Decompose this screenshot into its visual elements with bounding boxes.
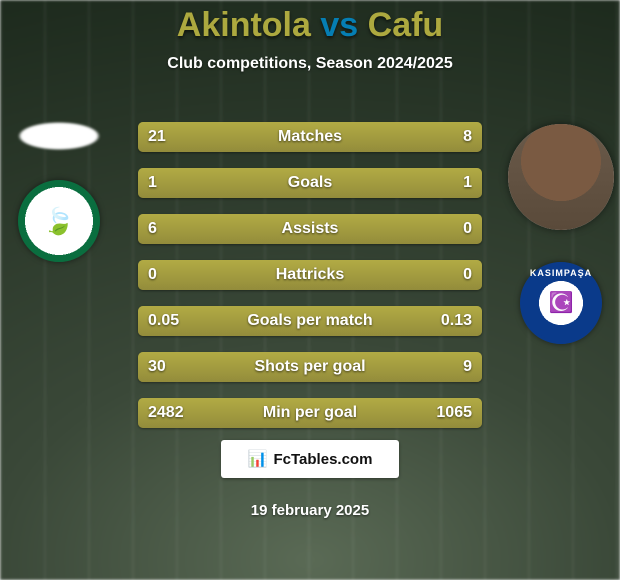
stat-value-left: 6 — [138, 214, 167, 244]
stat-row: Goals1 1 — [138, 168, 482, 198]
stat-row: Goals per match0.050.13 — [138, 306, 482, 336]
stat-value-right: 0 — [453, 214, 482, 244]
leaf-icon: 🍃 — [43, 207, 75, 236]
stat-row: Hattricks0 0 — [138, 260, 482, 290]
footer-brand: 📊 FcTables.com — [221, 440, 399, 478]
stat-value-right: 1065 — [426, 398, 482, 428]
stat-label: Shots per goal — [138, 352, 482, 382]
stat-value-left: 0 — [138, 260, 167, 290]
club-badge-right-inner: KASIMPAŞA ☪️ — [520, 262, 602, 344]
title-player1: Akintola — [177, 6, 311, 44]
stat-row: Min per goal24821065 — [138, 398, 482, 428]
stat-value-left: 2482 — [138, 398, 194, 428]
title-player2: Cafu — [368, 6, 444, 44]
stat-label: Matches — [138, 122, 482, 152]
club-badge-right: KASIMPAŞA ☪️ — [520, 262, 602, 344]
footer-date: 19 february 2025 — [0, 502, 620, 519]
player-left-shadow — [6, 118, 112, 154]
stat-row: Shots per goal30 9 — [138, 352, 482, 382]
stat-label: Goals — [138, 168, 482, 198]
player-photo-right — [508, 124, 614, 230]
stat-value-left: 21 — [138, 122, 176, 152]
stat-row: Assists6 0 — [138, 214, 482, 244]
stats-bars: Matches218Goals11Assists60Hattricks00Goa… — [138, 122, 482, 444]
title-vs: vs — [320, 6, 358, 44]
stat-value-right: 1 — [453, 168, 482, 198]
chart-icon: 📊 — [248, 449, 268, 469]
infographic-root: Akintola vs Cafu Club competitions, Seas… — [0, 0, 620, 580]
stat-label: Assists — [138, 214, 482, 244]
stat-value-right: 0 — [453, 260, 482, 290]
stat-value-left: 1 — [138, 168, 167, 198]
club-right-label: KASIMPAŞA — [523, 265, 599, 341]
stat-value-right: 9 — [453, 352, 482, 382]
stat-value-left: 0.05 — [138, 306, 189, 336]
stat-label: Hattricks — [138, 260, 482, 290]
stat-value-right: 8 — [453, 122, 482, 152]
stat-row: Matches21 8 — [138, 122, 482, 152]
page-title: Akintola vs Cafu — [0, 0, 620, 45]
avatar — [508, 124, 614, 230]
subtitle: Club competitions, Season 2024/2025 — [0, 55, 620, 73]
footer-brand-text: FcTables.com — [274, 451, 373, 468]
stat-value-right: 0.13 — [431, 306, 482, 336]
club-badge-left: 🍃 — [18, 180, 100, 262]
stat-value-left: 30 — [138, 352, 176, 382]
club-badge-left-inner: 🍃 — [18, 180, 100, 262]
